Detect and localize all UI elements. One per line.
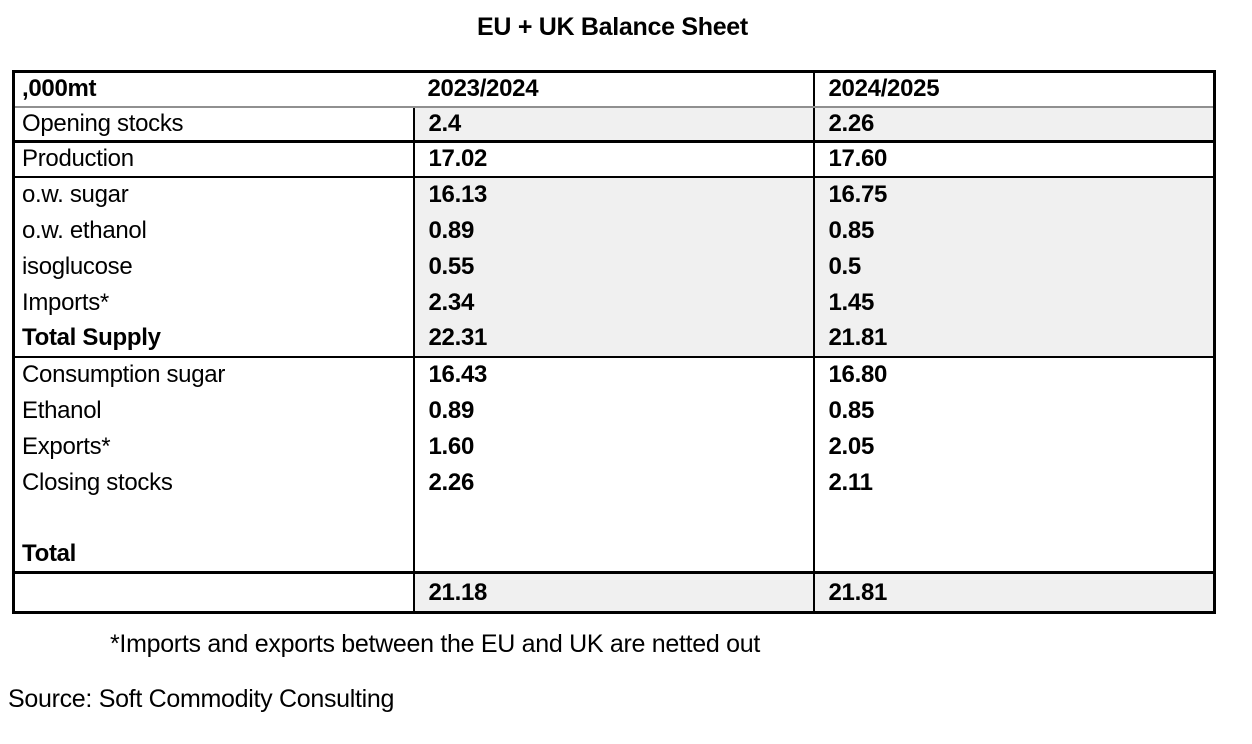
row-label: Exports* <box>22 432 111 460</box>
row-label: o.w. ethanol <box>22 216 147 244</box>
table-row-ow-ethanol: o.w. ethanol 0.89 0.85 <box>14 212 1215 249</box>
source-line: Source: Soft Commodity Consulting <box>8 685 395 713</box>
page-title: EU + UK Balance Sheet <box>477 13 748 41</box>
value-cell: 0.89 <box>412 212 814 249</box>
column-header-units: ,000mt <box>13 71 414 108</box>
value-cell: 22.31 <box>412 320 814 358</box>
row-label: Production <box>13 141 414 178</box>
value-cell: 0.85 <box>812 392 1215 429</box>
balance-sheet-table: ,000mt 2023/2024 2024/2025 Opening stock… <box>12 70 1216 614</box>
value-cell: 0.5 <box>812 248 1215 285</box>
column-header-2024-2025: 2024/2025 <box>812 71 1215 108</box>
row-label: Opening stocks <box>13 106 414 143</box>
table-row-exports: Exports* 1.60 2.05 <box>14 428 1215 465</box>
value-cell: 21.81 <box>812 572 1215 613</box>
value-cell: 2.34 <box>412 284 814 321</box>
value-cell: 0.85 <box>812 212 1215 249</box>
value-cell <box>412 536 814 574</box>
row-label: o.w. sugar <box>22 181 129 208</box>
row-label: Imports* <box>22 288 109 316</box>
value-cell: 2.05 <box>812 428 1215 465</box>
row-label: Consumption sugar <box>22 361 226 388</box>
value-cell: 17.02 <box>412 141 814 178</box>
table-row-total-values: 21.18 21.81 <box>14 572 1215 613</box>
document-page: EU + UK Balance Sheet ,000mt 2023/2024 2… <box>8 13 1216 713</box>
table-row-total-supply: Total Supply 22.31 21.81 <box>13 320 1215 358</box>
value-cell: 2.11 <box>812 464 1215 501</box>
value-cell <box>812 536 1215 574</box>
table-row-closing-stocks: Closing stocks 2.26 2.11 <box>14 464 1215 501</box>
table-row-opening-stocks: Opening stocks 2.4 2.26 <box>13 106 1215 143</box>
value-cell: 2.4 <box>412 106 814 143</box>
column-header-2023-2024: 2023/2024 <box>413 71 814 108</box>
value-cell: 16.80 <box>812 356 1215 393</box>
value-cell: 21.18 <box>412 572 814 613</box>
footnote: *Imports and exports between the EU and … <box>110 630 760 658</box>
value-cell: 2.26 <box>812 106 1215 143</box>
row-label: isoglucose <box>22 252 133 280</box>
value-cell: 16.13 <box>412 176 814 213</box>
value-cell: 1.60 <box>412 428 814 465</box>
row-label: Ethanol <box>22 396 102 424</box>
table-row-ethanol: Ethanol 0.89 0.85 <box>14 392 1215 429</box>
row-label: Closing stocks <box>22 468 173 496</box>
value-cell: 16.75 <box>812 176 1215 213</box>
table-row-isoglucose: isoglucose 0.55 0.5 <box>14 248 1215 285</box>
value-cell: 1.45 <box>812 284 1215 321</box>
table-row-blank <box>14 500 1215 537</box>
value-cell <box>412 500 814 537</box>
table-row-ow-sugar: o.w. sugar 16.13 16.75 <box>14 176 1215 213</box>
value-cell: 16.43 <box>412 356 814 393</box>
value-cell: 0.55 <box>412 248 814 285</box>
value-cell <box>812 500 1215 537</box>
row-label <box>14 501 414 537</box>
table-row-imports: Imports* 2.34 1.45 <box>14 284 1215 321</box>
value-cell: 21.81 <box>812 320 1215 358</box>
row-label: Total <box>13 536 414 574</box>
value-cell: 17.60 <box>812 141 1215 178</box>
value-cell: 0.89 <box>412 392 814 429</box>
table-row-production: Production 17.02 17.60 <box>13 141 1215 178</box>
row-label <box>14 573 414 613</box>
table-row-consumption-sugar: Consumption sugar 16.43 16.80 <box>14 356 1215 393</box>
table-row-total: Total <box>13 536 1215 574</box>
value-cell: 2.26 <box>412 464 814 501</box>
row-label: Total Supply <box>13 320 414 358</box>
header-row: ,000mt 2023/2024 2024/2025 <box>13 71 1215 108</box>
